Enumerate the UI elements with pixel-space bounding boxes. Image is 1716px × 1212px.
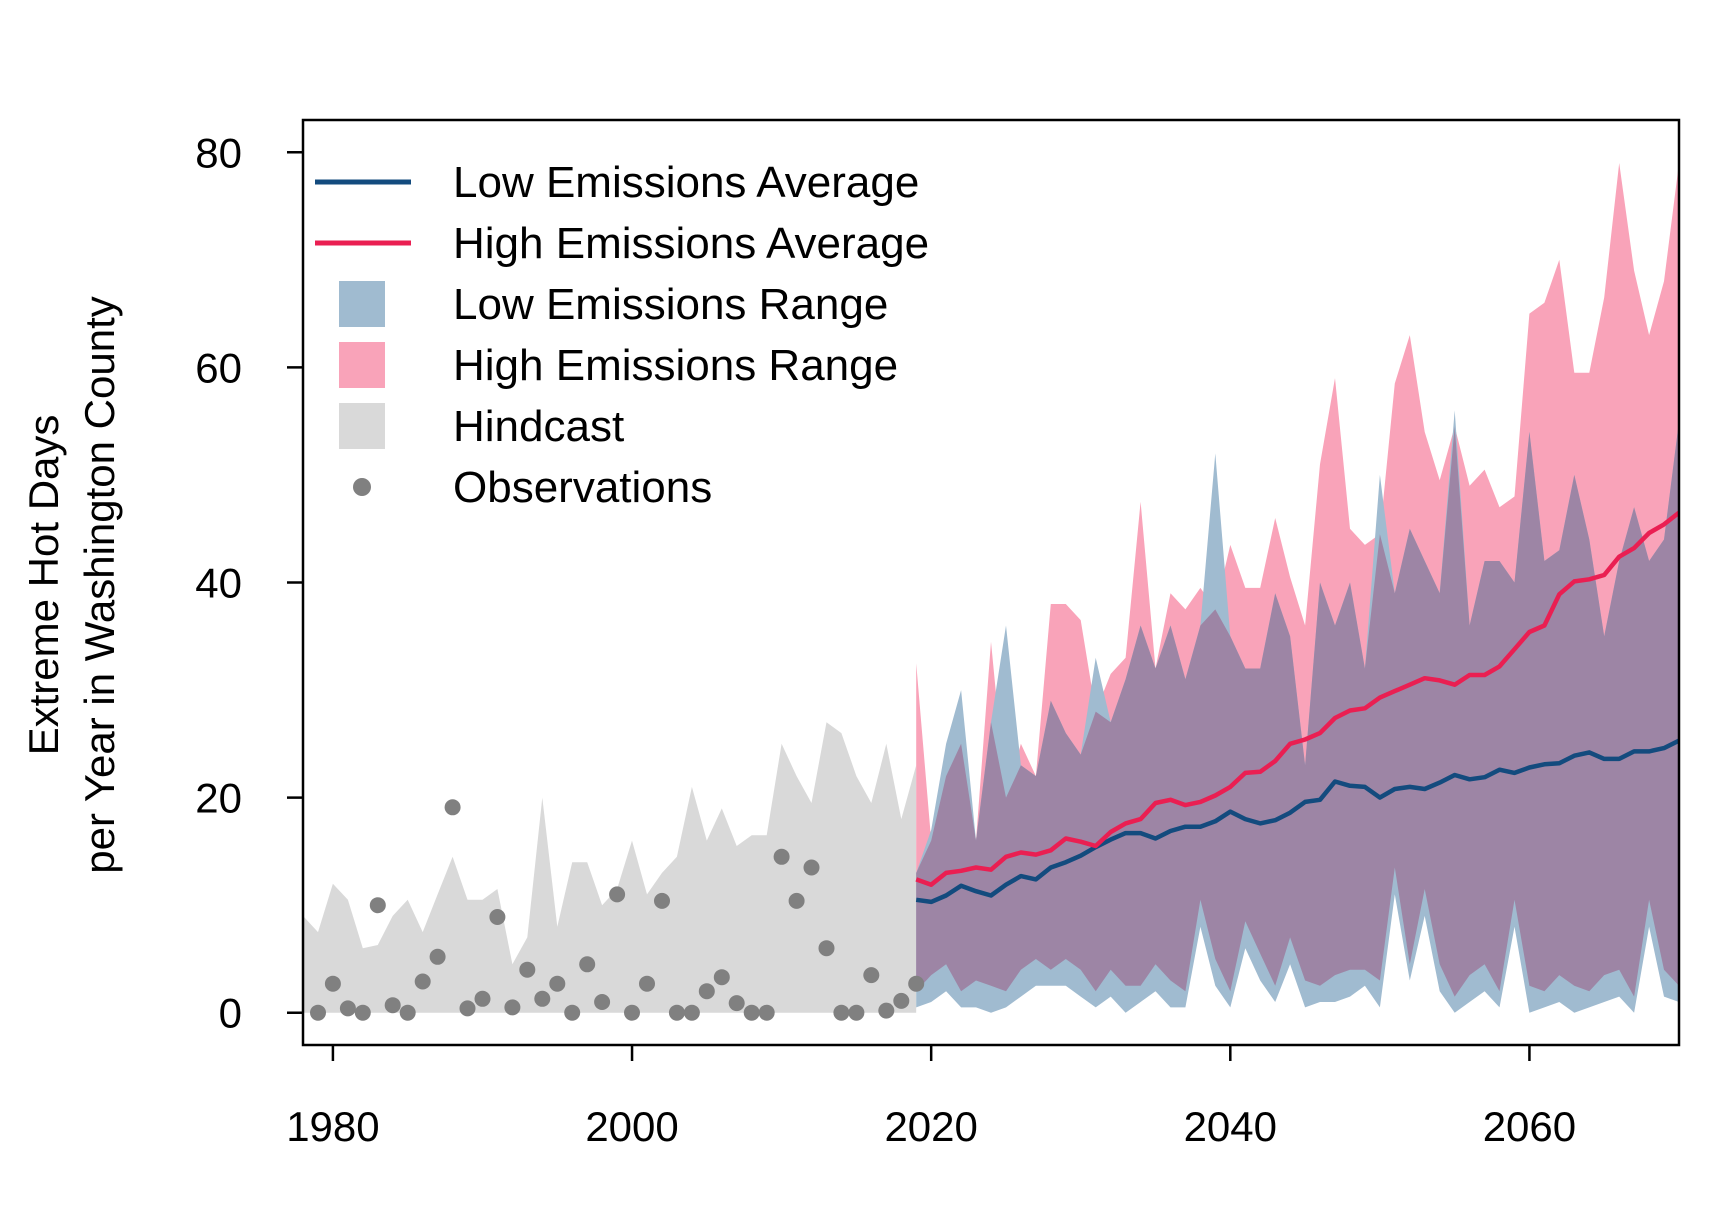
plot-area	[303, 163, 1679, 1021]
x-tick-label: 2040	[1184, 1103, 1277, 1150]
legend-fill-swatch	[339, 403, 385, 449]
legend-label: Low Emissions Average	[453, 158, 919, 207]
observation-point	[713, 969, 730, 986]
legend-fill-swatch	[339, 342, 385, 388]
legend-entry: High Emissions Range	[339, 341, 898, 390]
observation-point	[444, 799, 461, 816]
observation-point	[668, 1004, 685, 1021]
low-emissions-average-line	[915, 738, 1679, 905]
legend-fill-swatch	[339, 281, 385, 327]
y-tick-label: 0	[219, 990, 242, 1037]
observation-point	[489, 909, 506, 925]
x-tick-label: 2060	[1483, 1103, 1576, 1150]
observation-point	[504, 999, 521, 1016]
x-tick-label: 1980	[286, 1103, 379, 1150]
legend-entry: High Emissions Average	[315, 219, 929, 268]
legend-label: Low Emissions Range	[453, 280, 888, 329]
y-tick-label: 20	[195, 775, 242, 822]
observation-point	[818, 940, 835, 957]
observation-point	[324, 975, 341, 992]
observation-point	[728, 995, 745, 1012]
y-axis-title-line-2: per Year in Washington County	[76, 296, 123, 873]
observation-point	[609, 886, 626, 903]
observation-point	[564, 1004, 581, 1021]
legend-entry: Hindcast	[339, 402, 624, 451]
observation-point	[310, 1004, 326, 1021]
observation-point	[594, 994, 611, 1010]
observation-point	[579, 956, 596, 973]
legend-label: Observations	[453, 463, 712, 512]
range-overlap-band	[916, 421, 1679, 997]
y-tick-label: 60	[195, 344, 242, 391]
observation-point	[773, 848, 790, 865]
observation-point	[399, 1004, 416, 1021]
legend-entry: Observations	[353, 463, 712, 512]
observation-point	[519, 961, 536, 978]
legend-point-swatch	[353, 478, 371, 496]
observation-point	[549, 975, 566, 992]
observation-point	[683, 1004, 700, 1021]
observation-point	[429, 948, 446, 965]
x-tick-label: 2020	[884, 1103, 977, 1150]
observation-point	[624, 1004, 640, 1021]
hindcast-range-band	[303, 722, 917, 1013]
y-tick-label: 40	[195, 560, 242, 607]
observation-point	[788, 892, 805, 909]
x-tick-label: 2000	[585, 1103, 678, 1150]
legend: Low Emissions Average High Emissions Aver…	[315, 158, 929, 512]
observation-point	[339, 1000, 356, 1017]
observation-point	[848, 1004, 865, 1021]
y-tick-label: 80	[195, 129, 242, 176]
observation-point	[459, 1000, 476, 1017]
observation-point	[908, 975, 925, 992]
observation-point	[803, 859, 820, 876]
legend-label: High Emissions Range	[453, 341, 898, 390]
legend-entry: Low Emissions Average	[315, 158, 919, 207]
observation-point	[354, 1004, 371, 1021]
observation-point	[698, 983, 715, 1000]
observation-point	[893, 992, 910, 1009]
observation-point	[639, 975, 655, 992]
y-axis-title-line-1: Extreme Hot Days	[20, 415, 67, 756]
legend-label: High Emissions Average	[453, 219, 929, 268]
y-axis-title: Extreme Hot Days per Year in Washington …	[20, 296, 123, 873]
legend-label: Hindcast	[453, 402, 624, 451]
observation-point	[369, 897, 386, 914]
observation-point	[414, 973, 431, 990]
observation-point	[758, 1004, 775, 1021]
observation-point	[534, 990, 551, 1007]
observation-point	[384, 997, 401, 1014]
observation-point	[833, 1004, 850, 1021]
observation-point	[474, 990, 491, 1007]
high-emissions-average-line	[915, 510, 1679, 887]
observation-point	[863, 967, 880, 984]
observation-point	[878, 1002, 895, 1019]
legend-entry: Low Emissions Range	[339, 280, 888, 329]
observation-point	[654, 892, 670, 909]
observation-point	[743, 1004, 760, 1021]
